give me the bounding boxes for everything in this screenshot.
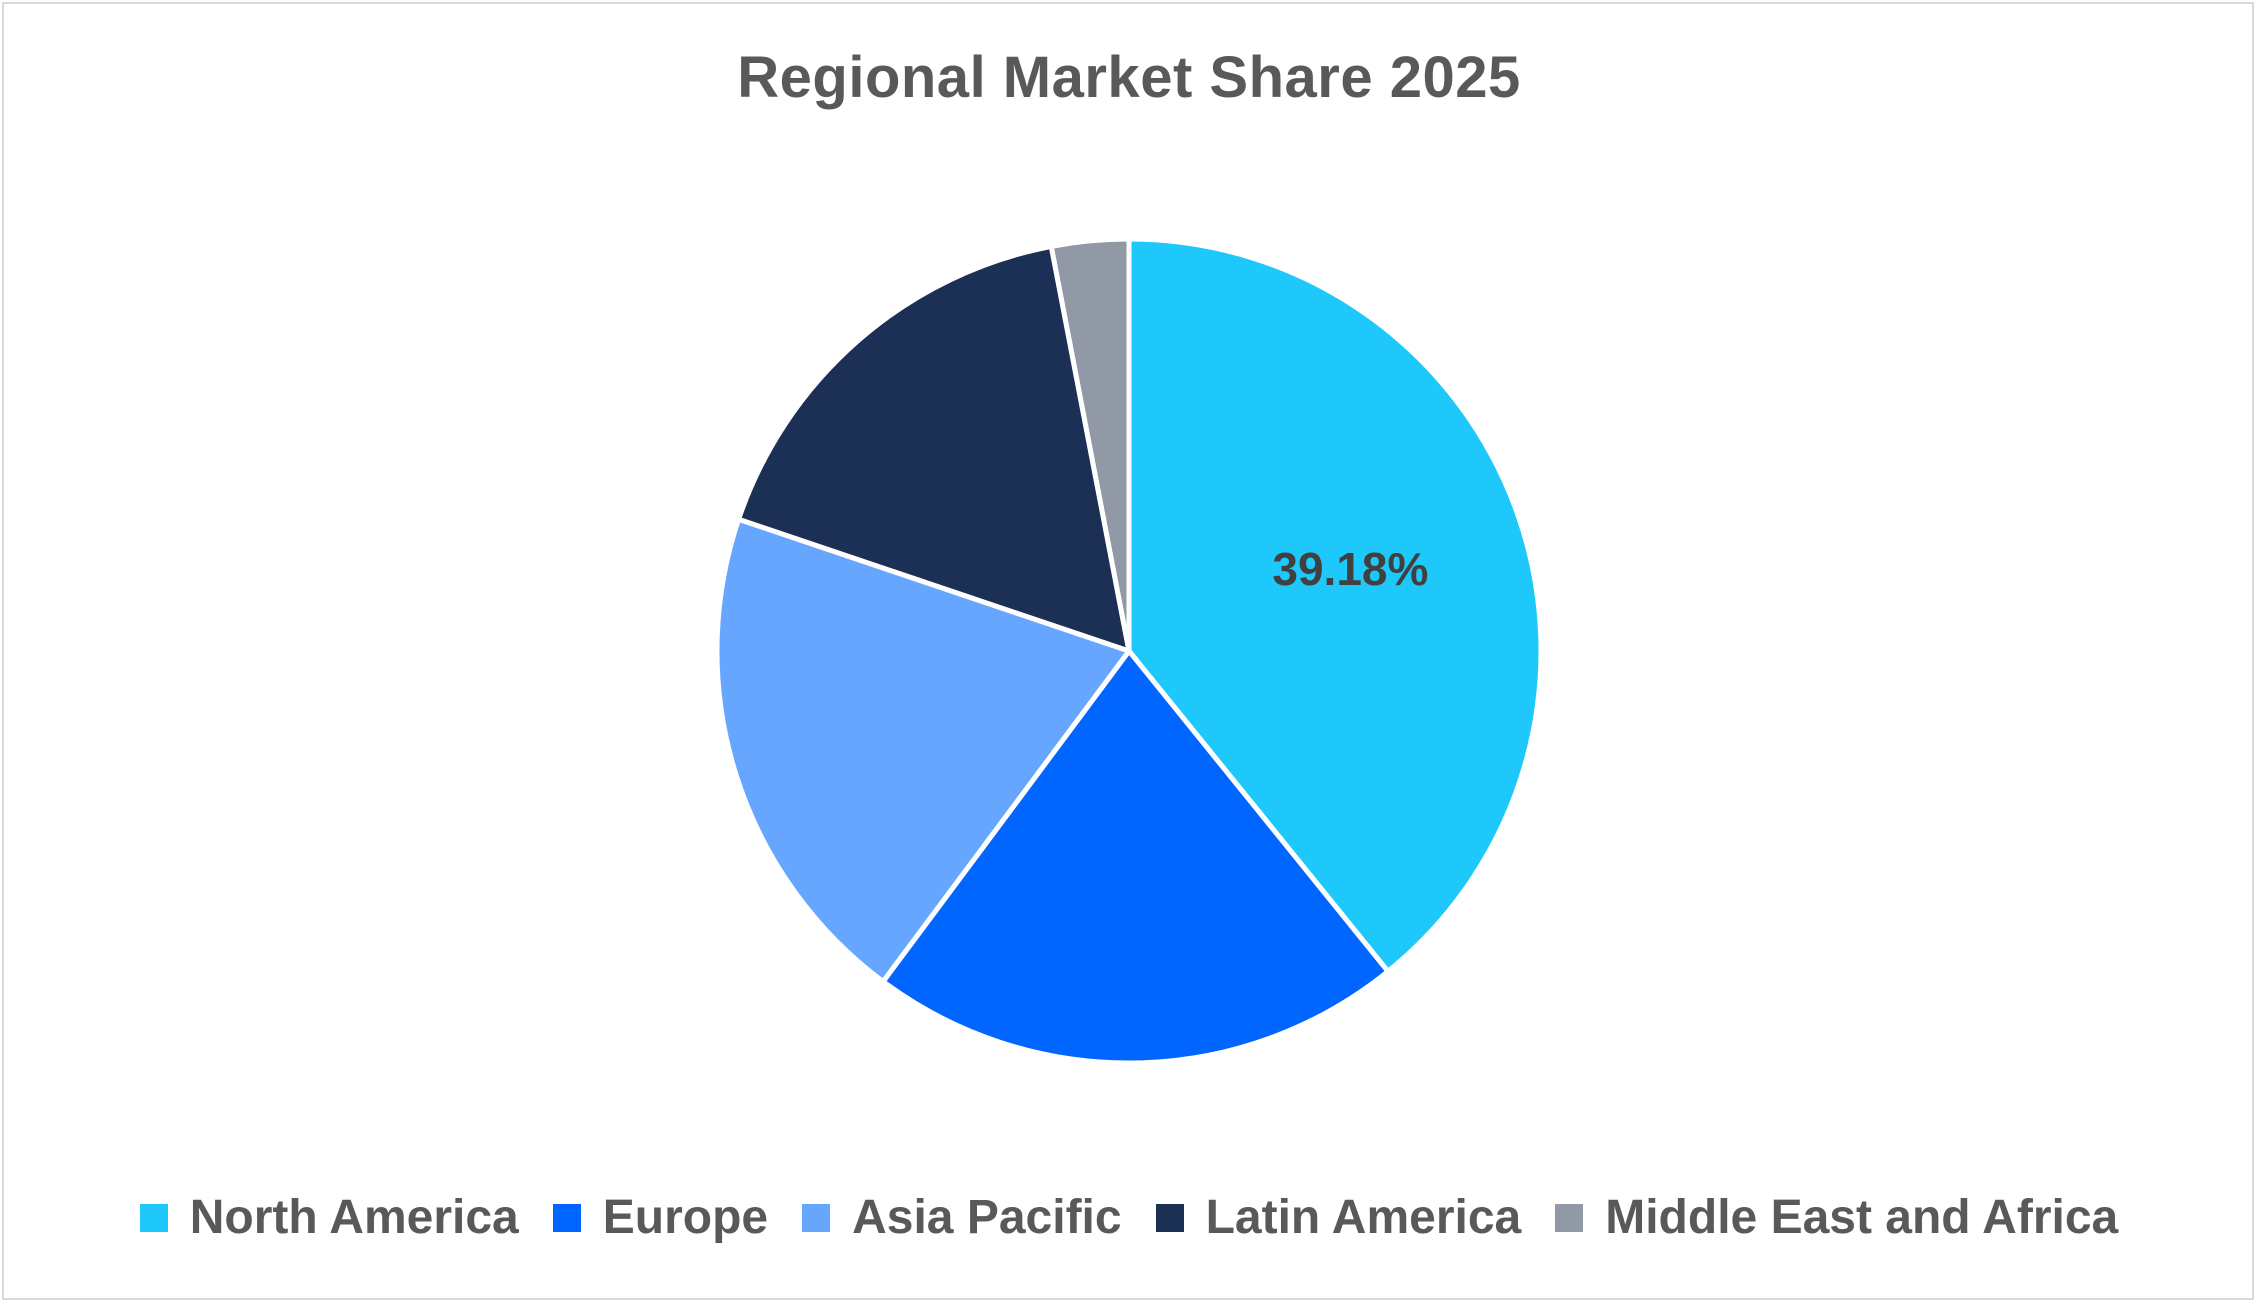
- pie-slice-latin-america: [736, 243, 1132, 654]
- legend-item-asia-pacific: Asia Pacific: [802, 1190, 1122, 1245]
- pie-slice-asia-pacific: [714, 516, 1132, 985]
- legend-label: North America: [189, 1191, 519, 1244]
- legend-swatch: [1155, 1203, 1184, 1232]
- legend-item-north-america: North America: [139, 1190, 519, 1245]
- legend-swatch: [139, 1203, 168, 1232]
- data-label-north-america: 39.18%: [1272, 543, 1428, 595]
- pie-data-labels: 39.18%: [1272, 543, 1428, 595]
- chart-title: Regional Market Share 2025: [737, 45, 1521, 110]
- legend-item-latin-america: Latin America: [1155, 1190, 1522, 1245]
- legend-label: Europe: [602, 1191, 769, 1244]
- legend-swatch: [802, 1203, 831, 1232]
- legend: North America Europe Asia Pacific Latin Ame…: [0, 1190, 2258, 1245]
- pie-slice-europe: [880, 648, 1391, 1066]
- pie-slices: [714, 236, 1544, 1066]
- pie-slice-middle-east-and-africa: [1048, 236, 1132, 654]
- pie-slice-north-america: [1126, 236, 1544, 974]
- legend-swatch: [552, 1203, 581, 1232]
- legend-label: Middle East and Africa: [1605, 1191, 2119, 1244]
- legend-swatch: [1555, 1203, 1584, 1232]
- legend-label: Latin America: [1205, 1191, 1522, 1244]
- legend-item-middle-east-and-africa: Middle East and Africa: [1555, 1190, 2118, 1245]
- legend-label: Asia Pacific: [852, 1191, 1122, 1244]
- legend-item-europe: Europe: [552, 1190, 769, 1245]
